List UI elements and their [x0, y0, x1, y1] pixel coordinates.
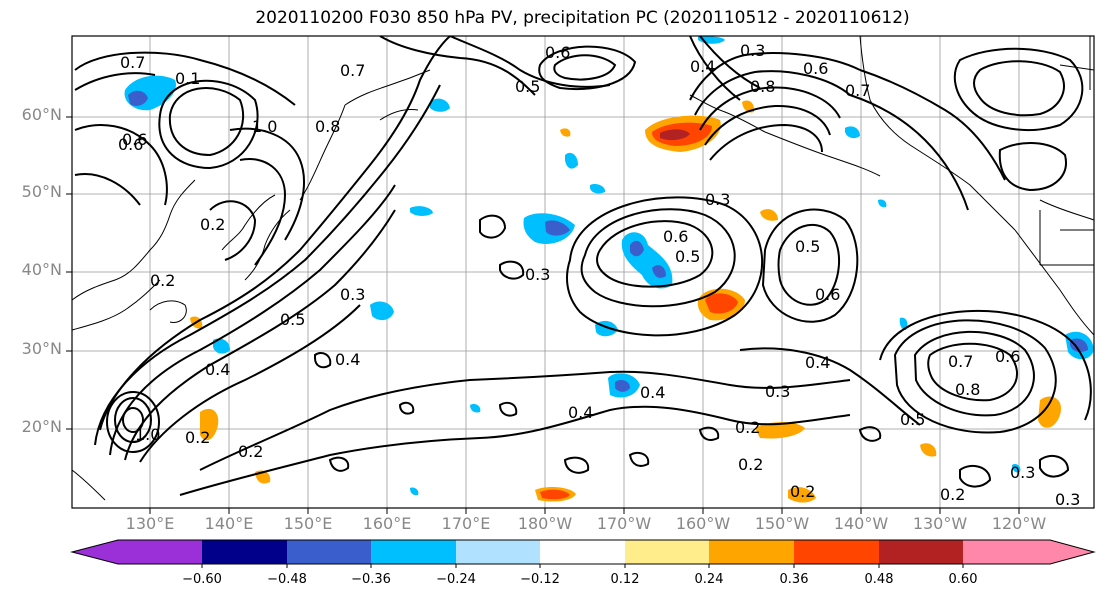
colorbar-segment — [963, 540, 1050, 564]
lat-label-20n: 20°N — [21, 417, 62, 436]
lat-label-50n: 50°N — [21, 182, 62, 201]
colorbar — [72, 540, 1094, 564]
lon-label-150e: 150°E — [283, 514, 333, 533]
contour-label: 0.7 — [120, 53, 145, 72]
lon-label-170e: 170°E — [441, 514, 491, 533]
contour-label: 0.3 — [705, 190, 730, 209]
map-title: 2020110200 F030 850 hPa PV, precipitatio… — [255, 8, 910, 28]
colorbar-segment — [709, 540, 794, 564]
contour-label: 0.3 — [1010, 463, 1035, 482]
colorbar-tick-label: −0.24 — [436, 572, 476, 587]
contour-label: 0.2 — [738, 455, 763, 474]
colorbar-extend-high — [1050, 540, 1094, 564]
contour-label: 0.4 — [335, 350, 360, 369]
contour-label: 0.4 — [640, 383, 665, 402]
colorbar-segment — [456, 540, 540, 564]
contour-label: 0.1 — [175, 69, 200, 88]
lon-label-140w: 140°W — [833, 514, 889, 533]
lon-label-170w: 170°W — [596, 514, 652, 533]
colorbar-segment — [879, 540, 963, 564]
lat-label-30n: 30°N — [21, 339, 62, 358]
contour-label: 0.5 — [280, 310, 305, 329]
contour-label: 0.7 — [845, 81, 870, 100]
contour-labels: 0.6 0.3 0.7 0.1 0.6 0.7 0.5 0.4 0.8 1.0 … — [118, 41, 1080, 509]
colorbar-tick-label: −0.48 — [267, 572, 307, 587]
lon-label-180w: 180°W — [517, 514, 573, 533]
contour-label: 0.8 — [315, 117, 340, 136]
colorbar-segment — [202, 540, 287, 564]
colorbar-tick-label: 0.48 — [864, 572, 894, 587]
coastlines — [72, 36, 1094, 501]
contour-label: 1.0 — [252, 117, 277, 136]
colorbar-segment — [287, 540, 371, 564]
colorbar-segment — [794, 540, 879, 564]
contour-label: 0.6 — [815, 285, 840, 304]
colorbar-tick-label: 0.24 — [694, 572, 724, 587]
lat-label-40n: 40°N — [21, 260, 62, 279]
contour-label: 0.6 — [122, 130, 147, 149]
contour-label: 0.3 — [340, 285, 365, 304]
contour-label: 0.4 — [690, 57, 715, 76]
colorbar-tick-label: 0.60 — [948, 572, 978, 587]
colorbar-extend-low — [72, 540, 118, 564]
contour-label: 0.6 — [803, 59, 828, 78]
tick-marks — [66, 116, 1020, 514]
contour-label: 0.5 — [900, 410, 925, 429]
contour-label: 0.6 — [995, 347, 1020, 366]
lon-label-140e: 140°E — [204, 514, 254, 533]
contour-label: 0.2 — [200, 215, 225, 234]
colorbar-tick-label: −0.60 — [182, 572, 222, 587]
contour-label: 0.5 — [675, 247, 700, 266]
contour-label: 0.6 — [118, 135, 143, 154]
contour-label: 0.2 — [735, 418, 760, 437]
contour-label: 0.4 — [205, 360, 230, 379]
colorbar-segment — [540, 540, 625, 564]
lon-label-120w: 120°W — [991, 514, 1047, 533]
colorbar-tick-label: −0.36 — [351, 572, 391, 587]
contour-label: 0.3 — [1055, 490, 1080, 509]
lon-label-130w: 130°W — [912, 514, 968, 533]
contour-label: 0.3 — [525, 265, 550, 284]
contour-label: 0.8 — [750, 77, 775, 96]
lat-label-60n: 60°N — [21, 105, 62, 124]
contour-label: 0.6 — [545, 43, 570, 62]
contour-label: 1.0 — [135, 425, 160, 444]
contour-label: 0.7 — [948, 352, 973, 371]
contour-label: 0.2 — [940, 485, 965, 504]
lon-label-150w: 150°W — [754, 514, 810, 533]
colorbar-tick-label: 0.36 — [779, 572, 809, 587]
contour-label: 0.2 — [238, 442, 263, 461]
colorbar-ticks — [201, 564, 964, 568]
contour-label: 0.2 — [185, 428, 210, 447]
contour-label: 0.2 — [150, 271, 175, 290]
contour-label: 0.4 — [568, 403, 593, 422]
contour-label: 0.5 — [795, 237, 820, 256]
contour-label: 0.3 — [740, 41, 765, 60]
colorbar-segment — [371, 540, 456, 564]
lon-label-130e: 130°E — [125, 514, 175, 533]
contour-label: 0.2 — [790, 482, 815, 501]
colorbar-tick-label: 0.12 — [610, 572, 640, 587]
contour-label: 0.3 — [765, 382, 790, 401]
colorbar-tick-label: −0.12 — [520, 572, 560, 587]
contour-label: 0.5 — [515, 77, 540, 96]
pv-contours — [74, 36, 1092, 496]
contour-label: 0.8 — [955, 380, 980, 399]
contour-label: 0.4 — [805, 353, 830, 372]
contour-label: 0.6 — [663, 227, 688, 246]
colorbar-segment — [118, 540, 202, 564]
lon-label-160e: 160°E — [362, 514, 412, 533]
colorbar-segment — [625, 540, 709, 564]
contour-label: 0.7 — [340, 61, 365, 80]
colorbar-outline — [70, 539, 1096, 565]
lon-label-160w: 160°W — [675, 514, 731, 533]
